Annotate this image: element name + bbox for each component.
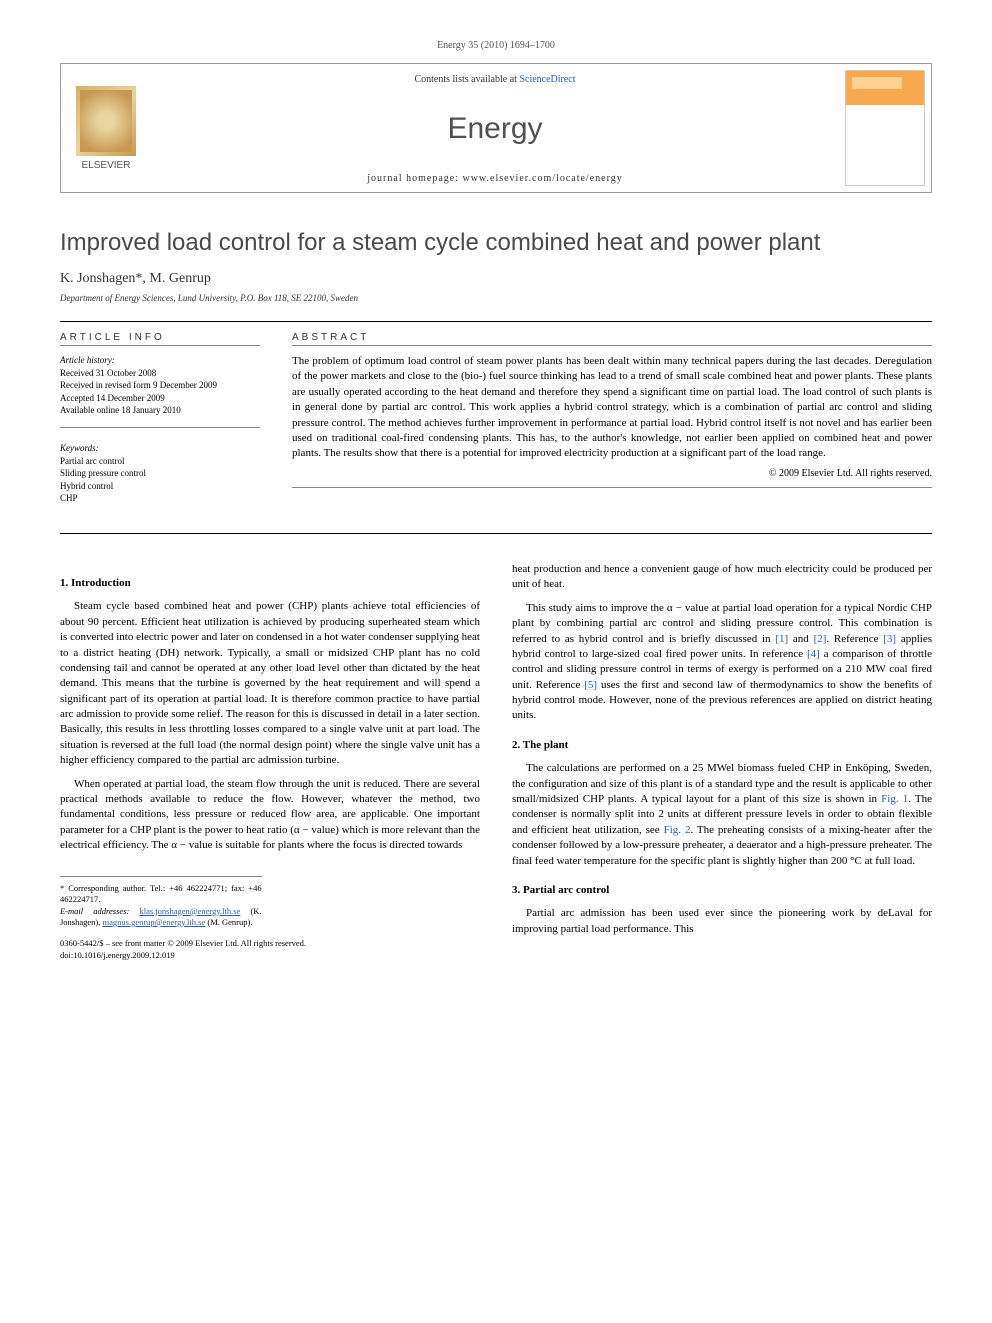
ref-link[interactable]: [1] <box>775 633 788 645</box>
sciencedirect-link[interactable]: ScienceDirect <box>519 74 575 85</box>
bottom-meta: 0360-5442/$ – see front matter © 2009 El… <box>60 938 480 960</box>
fig-link[interactable]: Fig. 1 <box>881 793 908 805</box>
elsevier-tree-icon <box>76 86 136 156</box>
issn-line: 0360-5442/$ – see front matter © 2009 El… <box>60 938 480 949</box>
email-line: E-mail addresses: klas.jonshagen@energy.… <box>60 906 262 929</box>
journal-cover-thumb <box>845 70 925 186</box>
left-column: 1. Introduction Steam cycle based combin… <box>60 562 480 961</box>
info-abstract-row: ARTICLE INFO Article history: Received 3… <box>60 332 932 505</box>
keyword-item: Partial arc control <box>60 455 260 468</box>
keyword-item: Sliding pressure control <box>60 467 260 480</box>
body-paragraph: The calculations are performed on a 25 M… <box>512 761 932 869</box>
abstract-text: The problem of optimum load control of s… <box>292 354 932 462</box>
keywords-head: Keywords: <box>60 442 260 455</box>
history-head: Article history: <box>60 354 260 367</box>
affiliation: Department of Energy Sciences, Lund Univ… <box>60 293 932 303</box>
divider <box>292 487 932 488</box>
abstract-column: ABSTRACT The problem of optimum load con… <box>292 332 932 505</box>
footnotes: * Corresponding author. Tel.: +46 462224… <box>60 876 262 929</box>
right-column: heat production and hence a convenient g… <box>512 562 932 961</box>
copyright: © 2009 Elsevier Ltd. All rights reserved… <box>292 468 932 479</box>
email-link[interactable]: klas.jonshagen@energy.lth.se <box>139 906 240 916</box>
article-info-label: ARTICLE INFO <box>60 332 260 343</box>
body-paragraph: This study aims to improve the α − value… <box>512 601 932 724</box>
keywords: Keywords: Partial arc control Sliding pr… <box>60 442 260 505</box>
divider <box>60 533 932 534</box>
body-text: The calculations are performed on a 25 M… <box>512 762 932 805</box>
history-revised: Received in revised form 9 December 2009 <box>60 379 260 392</box>
divider <box>60 345 260 346</box>
divider <box>60 427 260 428</box>
publisher-name: ELSEVIER <box>82 160 131 171</box>
ref-link[interactable]: [5] <box>584 679 597 691</box>
article-title: Improved load control for a steam cycle … <box>60 229 932 257</box>
authors: K. Jonshagen*, M. Genrup <box>60 271 932 287</box>
body-paragraph: When operated at partial load, the steam… <box>60 777 480 854</box>
citation-line: Energy 35 (2010) 1694–1700 <box>60 40 932 51</box>
keyword-item: CHP <box>60 492 260 505</box>
body-paragraph: Partial arc admission has been used ever… <box>512 906 932 937</box>
body-text: and <box>788 633 813 645</box>
journal-header: ELSEVIER Contents lists available at Sci… <box>60 63 932 193</box>
body-columns: 1. Introduction Steam cycle based combin… <box>60 562 932 961</box>
doi-line: doi:10.1016/j.energy.2009.12.019 <box>60 950 480 961</box>
ref-link[interactable]: [3] <box>883 633 896 645</box>
history-accepted: Accepted 14 December 2009 <box>60 392 260 405</box>
divider <box>60 321 932 322</box>
abstract-label: ABSTRACT <box>292 332 932 343</box>
corresponding-author: * Corresponding author. Tel.: +46 462224… <box>60 883 262 906</box>
article-info-column: ARTICLE INFO Article history: Received 3… <box>60 332 260 505</box>
history-received: Received 31 October 2008 <box>60 367 260 380</box>
body-text: . Reference <box>826 633 883 645</box>
homepage-line: journal homepage: www.elsevier.com/locat… <box>367 173 622 184</box>
body-paragraph: Steam cycle based combined heat and powe… <box>60 599 480 768</box>
body-paragraph: heat production and hence a convenient g… <box>512 562 932 593</box>
page: Energy 35 (2010) 1694–1700 ELSEVIER Cont… <box>0 0 992 1001</box>
section-heading: 1. Introduction <box>60 576 480 591</box>
email-label: E-mail addresses: <box>60 906 139 916</box>
ref-link[interactable]: [4] <box>807 648 820 660</box>
header-center: Contents lists available at ScienceDirec… <box>151 64 839 192</box>
email-who: (M. Genrup). <box>205 917 252 927</box>
section-heading: 3. Partial arc control <box>512 883 932 898</box>
homepage-prefix: journal homepage: <box>367 173 462 184</box>
contents-prefix: Contents lists available at <box>414 74 519 85</box>
publisher-logo-block: ELSEVIER <box>61 64 151 192</box>
email-link[interactable]: magnus.genrup@energy.lth.se <box>103 917 206 927</box>
journal-name: Energy <box>447 112 542 146</box>
article-history: Article history: Received 31 October 200… <box>60 354 260 417</box>
ref-link[interactable]: [2] <box>814 633 827 645</box>
fig-link[interactable]: Fig. 2 <box>664 824 691 836</box>
history-online: Available online 18 January 2010 <box>60 404 260 417</box>
contents-line: Contents lists available at ScienceDirec… <box>414 74 575 85</box>
keyword-item: Hybrid control <box>60 480 260 493</box>
section-heading: 2. The plant <box>512 738 932 753</box>
homepage-url[interactable]: www.elsevier.com/locate/energy <box>462 173 622 184</box>
divider <box>292 345 932 346</box>
